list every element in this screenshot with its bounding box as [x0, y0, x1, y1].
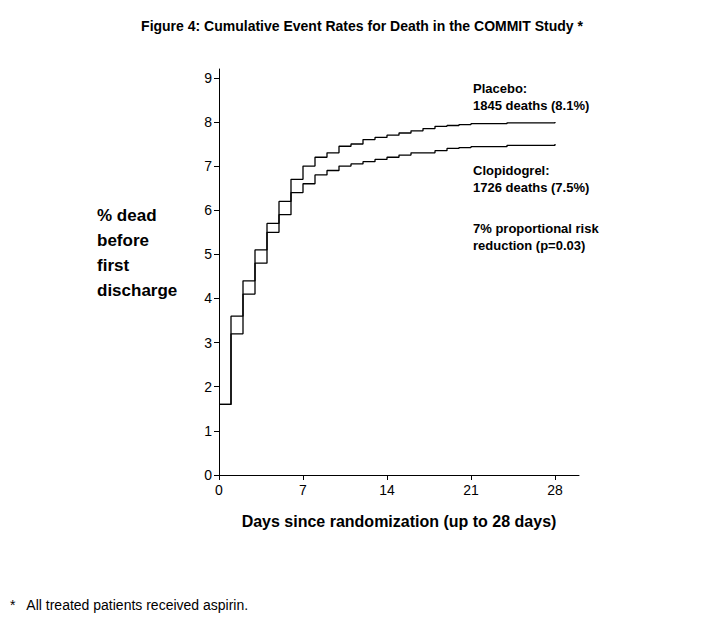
- svg-text:* All treated patients recei: * All treated patients received aspirin.: [10, 597, 248, 613]
- svg-text:7: 7: [299, 482, 307, 498]
- svg-text:Placebo:: Placebo:: [473, 81, 527, 96]
- svg-text:first: first: [97, 256, 129, 275]
- svg-text:Clopidogrel:: Clopidogrel:: [473, 163, 550, 178]
- svg-text:1: 1: [204, 423, 212, 439]
- svg-text:4: 4: [204, 290, 212, 306]
- svg-text:% dead: % dead: [97, 206, 157, 225]
- svg-text:5: 5: [204, 246, 212, 262]
- svg-text:2: 2: [204, 379, 212, 395]
- svg-text:21: 21: [463, 482, 479, 498]
- svg-text:reduction (p=0.03): reduction (p=0.03): [473, 238, 585, 253]
- svg-text:28: 28: [547, 482, 563, 498]
- svg-text:9: 9: [204, 70, 212, 86]
- svg-text:1726 deaths (7.5%): 1726 deaths (7.5%): [473, 180, 589, 195]
- svg-text:discharge: discharge: [97, 281, 177, 300]
- svg-text:8: 8: [204, 114, 212, 130]
- svg-text:7% proportional risk: 7% proportional risk: [473, 221, 599, 236]
- svg-text:1845 deaths (8.1%): 1845 deaths (8.1%): [473, 98, 589, 113]
- svg-text:3: 3: [204, 335, 212, 351]
- svg-text:0: 0: [215, 482, 223, 498]
- svg-text:before: before: [97, 231, 149, 250]
- svg-text:Days since randomization (up t: Days since randomization (up to 28 days): [242, 513, 557, 530]
- svg-text:Figure 4: Cumulative Event Rat: Figure 4: Cumulative Event Rates for Dea…: [141, 18, 583, 34]
- svg-text:7: 7: [204, 158, 212, 174]
- svg-text:6: 6: [204, 202, 212, 218]
- svg-text:14: 14: [379, 482, 395, 498]
- svg-text:0: 0: [204, 467, 212, 483]
